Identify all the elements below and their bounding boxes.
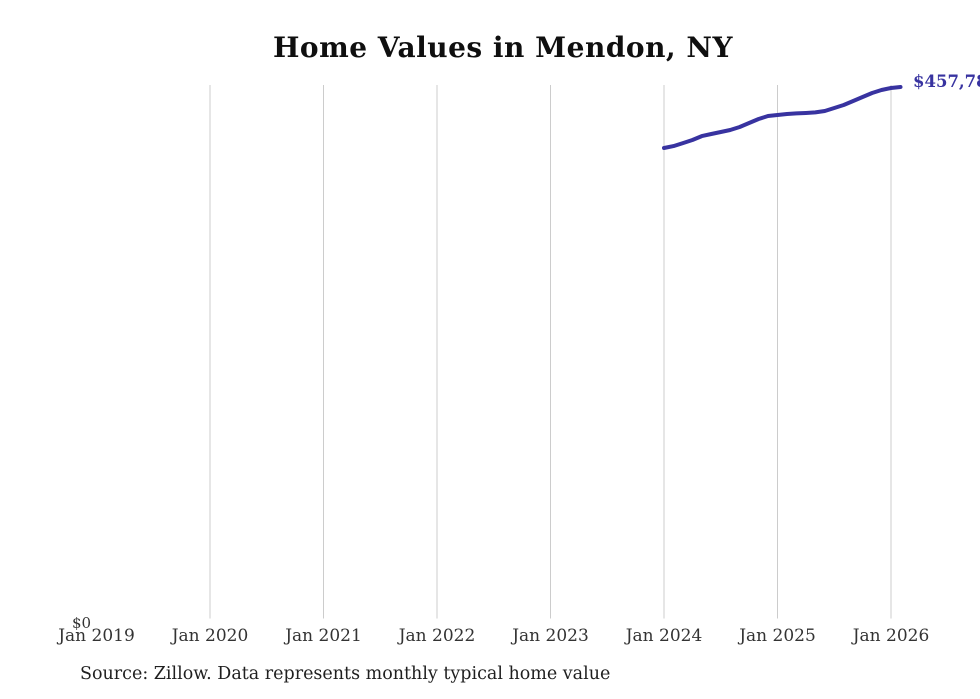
x-axis-tick-label: Jan 2025 [737, 626, 816, 646]
x-axis-tick-label: Jan 2020 [170, 626, 249, 646]
x-axis-tick-label: Jan 2023 [510, 626, 589, 646]
source-note: Source: Zillow. Data represents monthly … [80, 664, 611, 684]
chart-title: Home Values in Mendon, NY [272, 31, 734, 64]
y-axis-zero-label: $0 [72, 614, 91, 632]
x-axis-tick-label: Jan 2024 [624, 626, 703, 646]
x-axis-tick-label: Jan 2021 [283, 626, 362, 646]
x-axis-tick-label: Jan 2026 [851, 626, 930, 646]
home-value-series-line [662, 85, 903, 150]
x-axis-tick-label: Jan 2022 [397, 626, 476, 646]
x-axis-tick-label: Jan 2019 [56, 626, 135, 646]
end-value-label: $457,786 [913, 72, 980, 91]
